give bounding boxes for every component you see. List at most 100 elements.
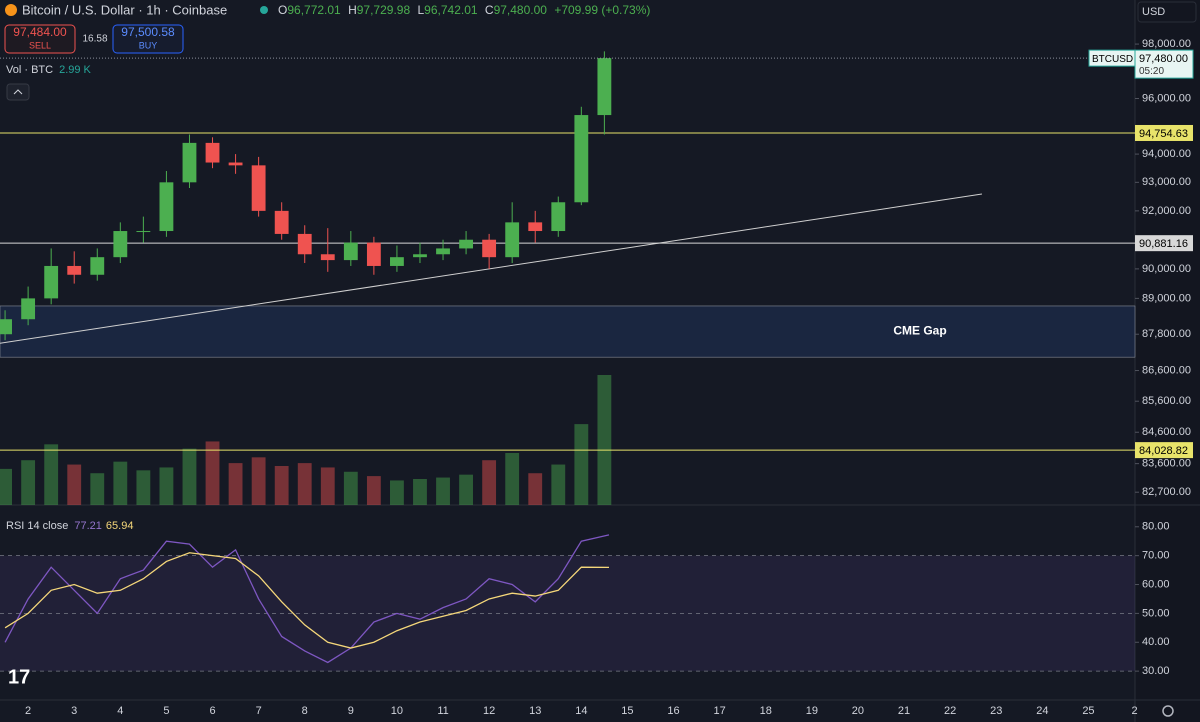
currency: USD	[1142, 6, 1165, 18]
level-tag	[1135, 235, 1193, 252]
zone-label: CME Gap	[893, 324, 946, 338]
y-tick-label: 85,600.00	[1142, 395, 1191, 407]
status-dot	[260, 6, 268, 14]
buy-price: 97,500.58	[121, 25, 175, 39]
x-tick-label: 5	[163, 705, 169, 717]
rsi-tick-label: 50.00	[1142, 607, 1170, 619]
collapse-button[interactable]	[6, 83, 30, 101]
rsi-tick-label: 40.00	[1142, 636, 1170, 648]
volume-bar	[528, 473, 543, 505]
candle-body	[228, 162, 243, 166]
volume-bar	[0, 468, 12, 505]
volume-bar	[228, 463, 243, 505]
collapse-icon	[13, 89, 23, 95]
spread: 16.58	[82, 34, 107, 45]
plot: CME Gap 98,000.00 96,000.00 94,000.00 93,000…	[0, 38, 1191, 717]
x-tick-label: 16	[667, 705, 679, 717]
level-label: 84,028.82	[1139, 445, 1188, 457]
x-tick-label: 19	[806, 705, 818, 717]
candle-body	[551, 202, 566, 232]
candle-body	[505, 222, 520, 258]
candle-body	[274, 210, 289, 234]
x-tick-label: 8	[302, 705, 308, 717]
volume-bar	[390, 480, 404, 505]
candle-body	[205, 142, 220, 163]
settings-icon[interactable]	[1162, 705, 1174, 717]
y-tick-label: 87,800.00	[1142, 328, 1191, 340]
price-axis	[1135, 0, 1200, 722]
volume-bar	[159, 467, 174, 505]
volume-bar	[182, 448, 197, 505]
x-tick-label: 17	[714, 705, 726, 717]
symbol-title: Bitcoin / U.S. Dollar · 1h · Coinbase	[22, 2, 227, 17]
volume-bar	[44, 444, 59, 505]
candle-body	[413, 254, 427, 258]
x-tick-label: 12	[483, 705, 495, 717]
x-tick-label: 21	[898, 705, 910, 717]
buy-label: BUY	[139, 40, 158, 50]
rsi-tick-label: 60.00	[1142, 578, 1170, 590]
price-tag-price: 97,480.00	[1139, 53, 1188, 65]
level-tag	[1135, 124, 1193, 141]
volume-bar	[366, 476, 381, 505]
level-label: 90,881.16	[1139, 238, 1188, 250]
cme-gap-zone	[0, 305, 1136, 358]
y-tick-label: 84,600.00	[1142, 426, 1191, 438]
volume-bar	[413, 479, 427, 505]
y-tick-label: 90,000.00	[1142, 263, 1191, 275]
rsi-tick-label: 70.00	[1142, 550, 1170, 562]
logo: 17	[8, 666, 30, 688]
volume-bar	[21, 460, 36, 505]
x-tick-label: 13	[529, 705, 541, 717]
candle-body	[459, 239, 473, 249]
price-tag	[1134, 49, 1194, 79]
symbol-tag-label: BTCUSD	[1092, 54, 1133, 65]
volume-bar	[597, 375, 612, 505]
coin-icon	[5, 4, 17, 16]
y-tick-label: 93,000.00	[1142, 176, 1191, 188]
candle-body	[436, 248, 450, 255]
y-tick-label: 92,000.00	[1142, 205, 1191, 217]
y-tick-label: 96,000.00	[1142, 92, 1191, 104]
y-tick-label: 94,000.00	[1142, 148, 1191, 160]
volume-bar	[251, 457, 266, 505]
header: Bitcoin / U.S. Dollar · 1h · Coinbase O9…	[4, 1, 1197, 717]
candle-body	[136, 231, 151, 233]
rsi-tick-label: 80.00	[1142, 521, 1170, 533]
currency-button[interactable]	[1137, 1, 1197, 23]
x-tick-label: 2	[1131, 705, 1137, 717]
rsi-line	[4, 534, 610, 664]
x-tick-label: 18	[760, 705, 772, 717]
candle-body	[297, 233, 312, 255]
x-tick-label: 14	[575, 705, 587, 717]
volume-bar	[297, 463, 312, 505]
candle-body	[251, 165, 266, 211]
volume-bar	[90, 473, 105, 505]
candle-body	[320, 254, 335, 261]
x-tick-label: 9	[348, 705, 354, 717]
x-tick-label: 25	[1082, 705, 1094, 717]
volume-bar	[574, 424, 589, 505]
volume-bar	[505, 453, 520, 505]
volume-bar	[274, 466, 289, 505]
candle-body	[67, 265, 82, 275]
x-tick-label: 3	[71, 705, 77, 717]
candle-body	[574, 115, 589, 203]
rsi-tick-label: 30.00	[1142, 665, 1170, 677]
volume-bar	[113, 461, 128, 505]
volume-bar	[320, 467, 335, 505]
x-tick-label: 24	[1036, 705, 1048, 717]
candle-body	[21, 298, 36, 320]
buy-button[interactable]	[112, 24, 184, 54]
x-tick-label: 10	[391, 705, 403, 717]
x-tick-label: 7	[256, 705, 262, 717]
trendline	[0, 193, 983, 344]
candle-body	[159, 182, 174, 232]
sell-price: 97,484.00	[13, 25, 67, 39]
sell-button[interactable]	[4, 24, 76, 54]
volume-label: Vol · BTC 2.99 K	[6, 64, 92, 76]
x-tick-label: 4	[117, 705, 123, 717]
price-tag-countdown: 05:20	[1139, 66, 1164, 77]
volume-bar	[436, 477, 450, 505]
y-tick-label: 82,700.00	[1142, 486, 1191, 498]
